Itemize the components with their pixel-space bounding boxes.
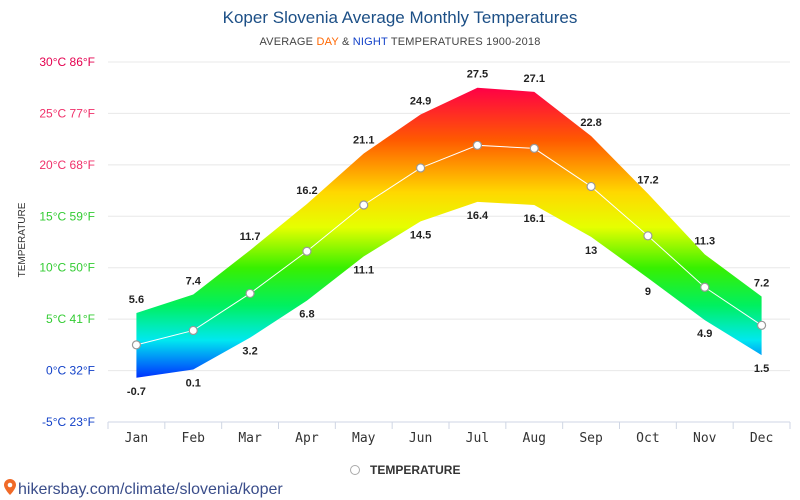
- average-point[interactable]: [586, 181, 596, 192]
- night-value-label: 13: [585, 245, 597, 257]
- y-tick-label: 30°C 86°F: [39, 55, 95, 69]
- temperature-chart: 30°C 86°F 25°C 77°F 20°C 68°F 15°C 59°F 10°C…: [17, 55, 791, 446]
- x-tick-label: Jan: [125, 431, 148, 446]
- average-point[interactable]: [415, 163, 426, 173]
- average-point[interactable]: [472, 140, 483, 150]
- night-value-label: 4.9: [697, 328, 712, 340]
- footer-link-text: hikersbay.com/climate/slovenia/koper: [18, 480, 283, 498]
- average-point[interactable]: [700, 282, 710, 292]
- x-tick-label: Apr: [295, 431, 319, 446]
- chart-subtitle: AVERAGE DAY & NIGHT TEMPERATURES 1900-20…: [0, 36, 800, 48]
- average-point[interactable]: [302, 246, 312, 256]
- night-labels: -0.7 0.1 3.2 6.8 11.1 14.5 16.4 16.1 13 9 4.9 1.5: [127, 210, 769, 398]
- y-axis: 30°C 86°F 25°C 77°F 20°C 68°F 15°C 59°F 10°C…: [39, 55, 95, 429]
- x-tick-label: Nov: [693, 431, 717, 446]
- x-tick-label: May: [352, 431, 376, 446]
- average-point[interactable]: [529, 143, 539, 153]
- y-tick-label: 10°C 50°F: [39, 261, 95, 275]
- average-point[interactable]: [643, 231, 653, 241]
- x-tick-label: Feb: [182, 431, 206, 446]
- day-value-label: 11.7: [240, 231, 261, 243]
- night-value-label: 9: [645, 286, 651, 298]
- y-tick-label: 15°C 59°F: [39, 209, 95, 223]
- subtitle-amp: &: [338, 36, 353, 48]
- x-tick-label: Oct: [636, 431, 659, 446]
- x-axis: Jan Feb Mar Apr May Jun Jul Aug Sep Oct Nov Dec: [107, 422, 791, 446]
- average-point[interactable]: [359, 200, 369, 210]
- y-tick-label: -5°C 23°F: [42, 415, 95, 429]
- y-axis-label: TEMPERATURE: [17, 202, 28, 277]
- y-tick-label: 5°C 41°F: [46, 312, 95, 326]
- night-value-label: 16.1: [524, 213, 545, 225]
- night-value-label: 3.2: [242, 346, 257, 358]
- average-point[interactable]: [245, 288, 255, 299]
- legend-marker-icon: [350, 465, 360, 475]
- x-tick-label: Sep: [579, 431, 603, 446]
- temperature-band: [136, 87, 762, 378]
- day-value-label: 7.4: [186, 275, 202, 287]
- footer-link[interactable]: hikersbay.com/climate/slovenia/koper: [4, 479, 283, 500]
- night-value-label: -0.7: [127, 386, 146, 398]
- day-value-label: 22.8: [580, 117, 601, 129]
- day-value-label: 5.6: [129, 294, 144, 306]
- subtitle-prefix: AVERAGE: [259, 36, 317, 48]
- day-value-label: 17.2: [637, 175, 658, 187]
- day-value-label: 7.2: [754, 278, 769, 290]
- x-tick-label: Aug: [523, 431, 546, 446]
- y-tick-label: 0°C 32°F: [46, 364, 95, 378]
- subtitle-day: DAY: [316, 36, 339, 48]
- map-pin-icon: [4, 479, 16, 500]
- legend[interactable]: TEMPERATURE: [350, 463, 460, 477]
- x-tick-label: Jul: [466, 431, 489, 446]
- y-tick-label: 25°C 77°F: [39, 106, 95, 120]
- average-point[interactable]: [131, 340, 142, 350]
- x-tick-label: Dec: [750, 431, 773, 446]
- day-value-label: 27.1: [524, 73, 545, 85]
- y-tick-label: 20°C 68°F: [39, 158, 95, 172]
- x-tick-label: Jun: [409, 431, 432, 446]
- day-value-label: 27.5: [467, 69, 488, 81]
- average-line: [136, 144, 762, 346]
- subtitle-suffix: TEMPERATURES 1900-2018: [387, 36, 541, 48]
- average-point[interactable]: [188, 325, 198, 336]
- night-value-label: 16.4: [467, 210, 489, 222]
- x-tick-label: Mar: [238, 431, 262, 446]
- day-value-label: 24.9: [410, 95, 431, 107]
- chart-title: Koper Slovenia Average Monthly Temperatu…: [222, 8, 578, 27]
- average-point[interactable]: [756, 320, 767, 330]
- night-value-label: 0.1: [186, 378, 201, 390]
- night-value-label: 6.8: [299, 309, 314, 321]
- day-value-label: 16.2: [296, 185, 317, 197]
- day-value-label: 21.1: [353, 135, 374, 147]
- average-points: [131, 140, 767, 350]
- legend-label: TEMPERATURE: [370, 463, 461, 477]
- night-value-label: 14.5: [410, 229, 431, 241]
- night-value-label: 11.1: [353, 264, 374, 276]
- subtitle-night: NIGHT: [352, 36, 388, 48]
- day-value-label: 11.3: [694, 235, 715, 247]
- night-value-label: 1.5: [754, 363, 769, 375]
- day-labels: 5.6 7.4 11.7 16.2 21.1 24.9 27.5 27.1 22.8 17.2 11…: [129, 69, 769, 306]
